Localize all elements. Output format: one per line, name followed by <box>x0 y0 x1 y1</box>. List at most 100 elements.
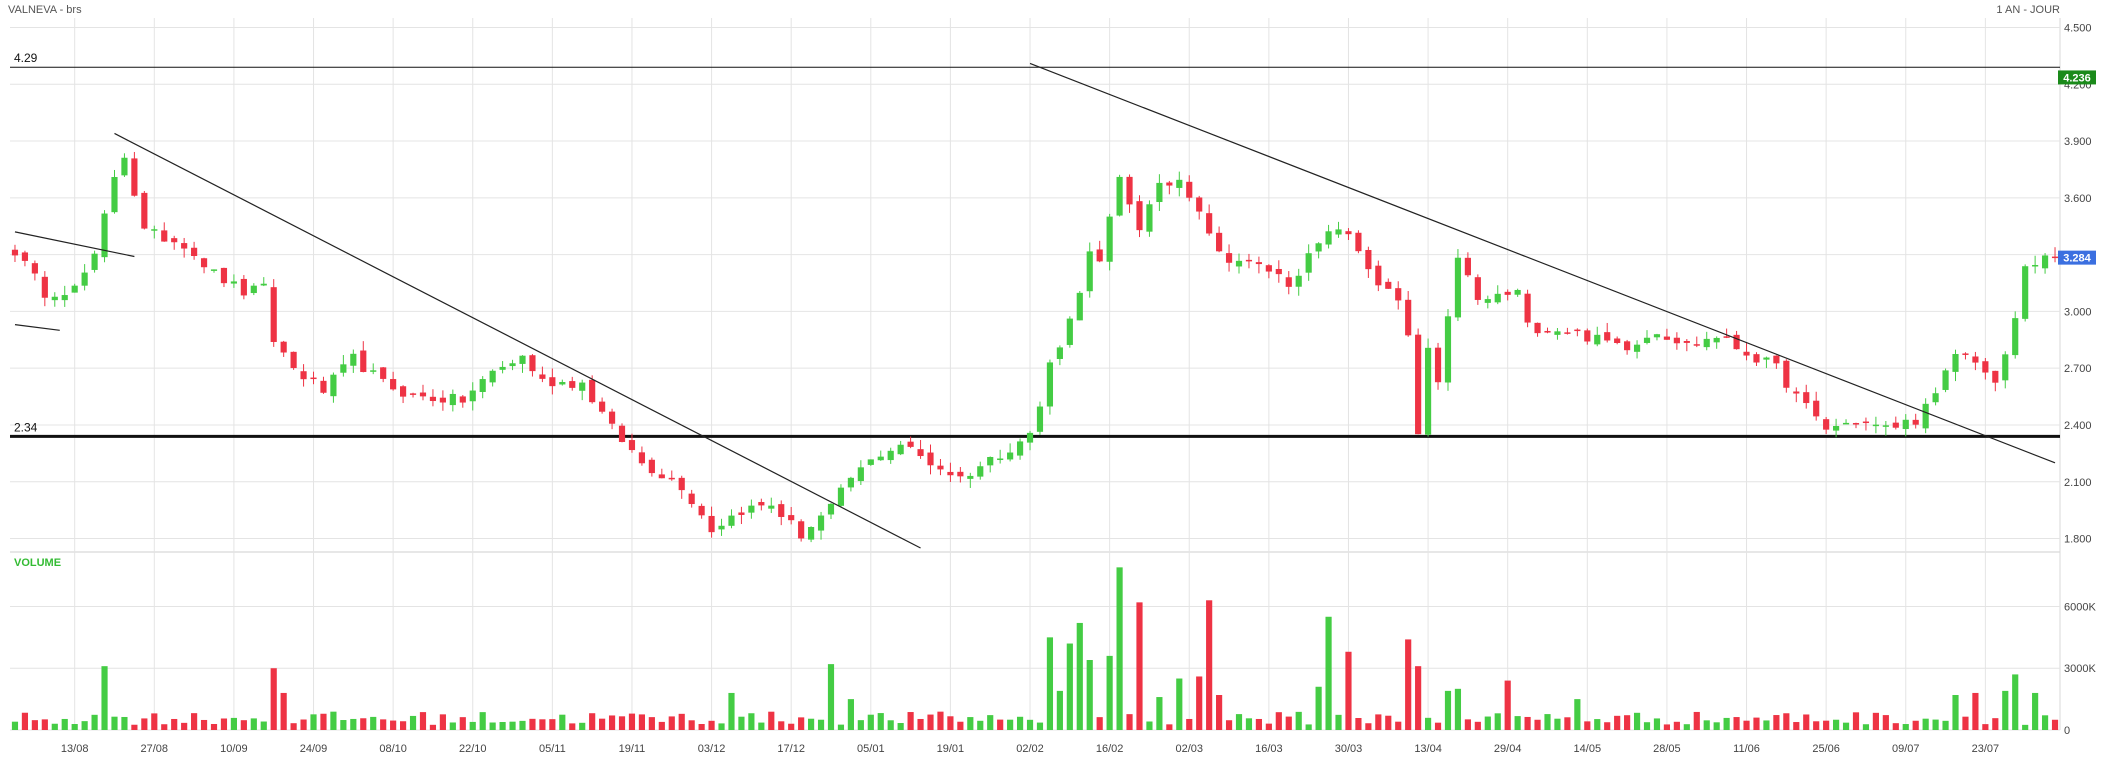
volume-bar <box>1733 717 1740 730</box>
candle-body <box>1424 347 1432 435</box>
candle <box>1574 328 1581 337</box>
candle-body <box>71 285 78 293</box>
candle <box>987 456 994 473</box>
candle <box>250 283 257 296</box>
volume-bar <box>1086 660 1093 730</box>
candle <box>1106 213 1113 271</box>
candle <box>1902 414 1909 437</box>
volume-bar <box>1723 717 1730 730</box>
volume-bar <box>877 713 884 730</box>
volume-bar <box>1076 622 1083 730</box>
resistance-badge: 4.236 <box>2058 70 2096 85</box>
candle <box>509 359 516 371</box>
candle-body <box>230 281 237 284</box>
price-tick-label: 3.900 <box>2064 136 2092 148</box>
candle <box>469 382 476 411</box>
volume-title: VOLUME <box>14 557 61 569</box>
candle <box>91 250 98 273</box>
volume-bar <box>678 713 685 730</box>
candle <box>210 269 218 273</box>
candle-body <box>748 505 755 513</box>
volume-bar <box>1574 699 1581 730</box>
volume-bar <box>1624 715 1631 730</box>
candle-body <box>1862 421 1870 424</box>
candle-body <box>91 253 98 270</box>
candle-body <box>977 466 984 477</box>
candle-body <box>668 477 675 480</box>
price-tick-label: 4.500 <box>2064 22 2092 34</box>
candle <box>1793 387 1800 403</box>
volume-bar <box>559 714 566 730</box>
volume-bar <box>1016 716 1024 730</box>
volume-bar <box>857 720 864 730</box>
candle <box>1703 331 1710 351</box>
candle-body <box>1444 316 1452 383</box>
volume-bar <box>1305 724 1312 730</box>
date-tick-label: 02/03 <box>1175 743 1203 755</box>
candle-body <box>1345 231 1352 235</box>
candle <box>1624 339 1631 355</box>
candle-body <box>439 397 446 403</box>
candle-body <box>877 456 884 461</box>
price-tick-label: 3.000 <box>2064 306 2092 318</box>
volume-bar <box>479 712 486 730</box>
volume-bar <box>1186 718 1193 730</box>
candle-body <box>1624 341 1631 351</box>
volume-bar <box>399 721 407 730</box>
candle <box>1514 288 1521 297</box>
candle-body <box>1295 275 1302 287</box>
volume-bar <box>668 716 675 730</box>
candle-body <box>141 192 148 229</box>
candle-body <box>1743 351 1750 356</box>
volume-bar <box>798 717 805 730</box>
volume-bar <box>1156 697 1163 730</box>
volume-bar <box>688 720 695 730</box>
candle <box>489 369 496 387</box>
volume-bar <box>171 718 178 730</box>
candle-body <box>1574 329 1581 332</box>
candle <box>1842 419 1850 425</box>
candle <box>260 277 267 287</box>
candle-body <box>1235 260 1243 267</box>
date-tick-label: 14/05 <box>1574 743 1602 755</box>
volume-bar <box>1434 722 1442 730</box>
candle-body <box>1872 424 1879 427</box>
candle-body <box>1902 419 1909 430</box>
candle-body <box>559 382 566 385</box>
candle <box>101 210 108 263</box>
volume-bar <box>917 718 924 730</box>
candle-body <box>798 521 805 539</box>
candle <box>519 355 526 373</box>
last-price-badge-text: 3.284 <box>2063 253 2091 265</box>
candle <box>1345 228 1352 240</box>
volume-bar <box>1216 695 1223 730</box>
volume-bar <box>31 720 38 730</box>
candle-body <box>509 363 516 367</box>
chart-title: VALNEVA - brs <box>8 4 82 16</box>
candle <box>997 449 1004 464</box>
volume-bar <box>1146 721 1153 730</box>
candle-body <box>1803 392 1810 404</box>
volume-bar <box>1136 602 1143 730</box>
candle <box>1206 204 1213 236</box>
candle <box>1096 240 1103 263</box>
volume-bar <box>1355 718 1362 730</box>
date-tick-label: 17/12 <box>777 743 805 755</box>
candle <box>479 376 486 399</box>
volume-bar <box>1405 639 1412 730</box>
volume-bar <box>808 718 815 730</box>
candle-body <box>1793 391 1800 394</box>
candle <box>927 444 934 475</box>
candle-body <box>1564 332 1571 334</box>
volume-bar <box>1454 688 1462 730</box>
candle-body <box>419 392 427 397</box>
volume-bar <box>310 714 317 730</box>
candle-body <box>1892 422 1899 428</box>
candle-body <box>1255 262 1262 265</box>
candle <box>1046 359 1054 415</box>
candle <box>917 439 924 459</box>
candle-body <box>41 276 48 298</box>
volume-bar <box>1335 714 1342 730</box>
candle-body <box>250 285 257 294</box>
candle <box>1176 171 1183 197</box>
